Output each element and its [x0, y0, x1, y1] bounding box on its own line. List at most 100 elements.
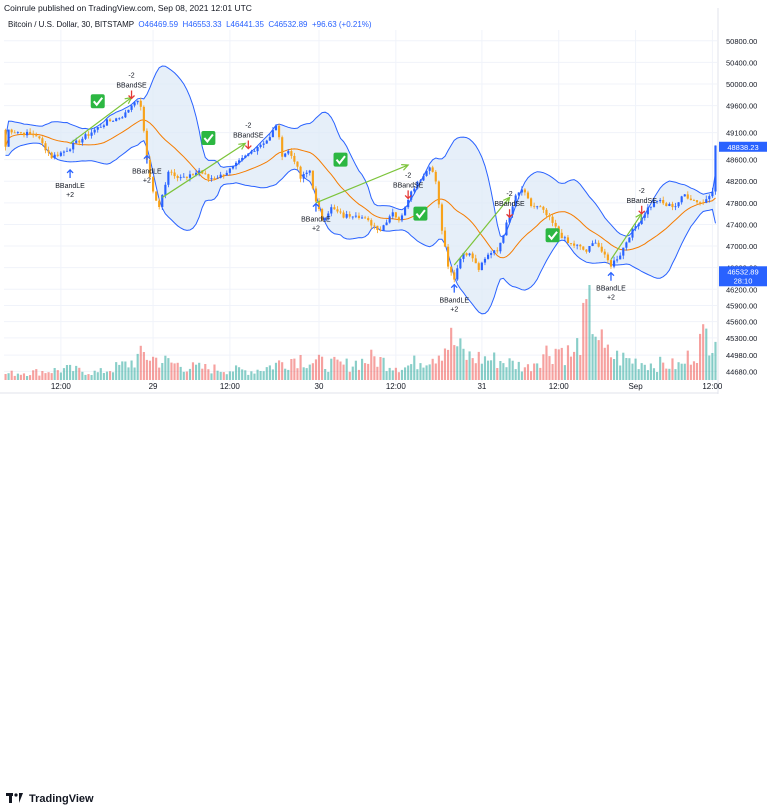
candle-body — [591, 243, 594, 246]
volume-bar — [609, 357, 613, 380]
volume-bar — [81, 371, 84, 380]
volume-bar — [10, 370, 13, 380]
sell-signal: -2 BBandSE — [494, 191, 525, 219]
candle-body — [271, 130, 274, 138]
volume-bar — [90, 375, 93, 380]
volume-bar — [585, 299, 588, 380]
candle-body — [702, 202, 705, 204]
volume-bar — [437, 355, 440, 380]
candle-body — [41, 138, 44, 144]
lower-band-line — [5, 140, 716, 315]
candle-body — [382, 225, 385, 231]
candle-body — [59, 152, 62, 156]
volume-bar — [127, 367, 130, 380]
volume-bar — [656, 372, 659, 380]
volume-bar — [668, 368, 671, 380]
sell-signal: -2 BBandSE — [233, 123, 264, 150]
volume-bar — [677, 362, 680, 380]
volume-bar — [78, 367, 81, 380]
candle-body — [228, 168, 231, 173]
volume-bar — [265, 367, 268, 380]
signal-qty: -2 — [128, 72, 134, 79]
signals: BBandLE +2 -2 BBandSE BBandLE +2 -2 BBandSE BBan… — [55, 72, 657, 313]
candle-body — [311, 170, 314, 189]
volume-bar — [431, 358, 434, 380]
candle-body — [105, 119, 109, 126]
volume-bar — [490, 360, 493, 380]
candle-body — [662, 200, 665, 204]
candle-body — [689, 198, 692, 200]
candle-body — [32, 133, 35, 136]
candle-body — [400, 215, 404, 221]
volume-bar — [665, 368, 668, 380]
volume-bar — [462, 348, 465, 380]
signal-qty: +2 — [450, 307, 458, 314]
volume-bar — [342, 364, 345, 380]
volume-bar — [514, 369, 517, 380]
candle-body — [397, 217, 400, 221]
volume-bar — [152, 356, 155, 380]
volume-bar — [523, 367, 526, 380]
candle-body — [317, 201, 321, 209]
candle-body — [336, 209, 339, 212]
candle-body — [554, 222, 557, 227]
volume-bar — [84, 374, 87, 380]
candle-body — [250, 151, 253, 154]
candle-body — [84, 134, 87, 139]
candle-body — [508, 214, 511, 223]
candle-body — [130, 105, 133, 110]
volume-bar — [625, 358, 628, 380]
candle-body — [440, 204, 444, 231]
volume-bar — [133, 367, 136, 380]
price-tick-label: 48200.00 — [726, 177, 757, 186]
volume-bar — [606, 344, 609, 380]
candle-body — [370, 220, 373, 226]
candle-body — [284, 153, 287, 157]
candle-body — [158, 200, 161, 207]
volume-bar — [16, 373, 19, 380]
volume-bar — [278, 360, 281, 380]
candle-body — [216, 177, 219, 179]
candle-body — [72, 142, 75, 150]
candle-body — [170, 171, 173, 173]
volume-bar — [382, 357, 385, 380]
candle-body — [139, 100, 142, 107]
volume-bar — [228, 371, 231, 380]
candle-body — [213, 178, 216, 179]
volume-bar — [487, 360, 490, 380]
volume-bar — [683, 363, 686, 380]
candle-body — [643, 214, 646, 218]
candle-body — [569, 243, 573, 244]
candle-body — [582, 246, 585, 250]
volume-bar — [241, 369, 244, 380]
candle-body — [179, 177, 182, 179]
volume-bar — [480, 363, 483, 380]
sell-signal: -2 BBandSE — [627, 188, 657, 215]
volume-bar — [477, 351, 480, 380]
volume-bar — [56, 370, 59, 380]
candle-body — [290, 151, 293, 156]
volume-bar — [419, 363, 422, 380]
candle-body — [431, 167, 434, 172]
candle-body — [56, 154, 59, 156]
candle-body — [566, 237, 570, 243]
candle-body — [35, 135, 38, 137]
volume-bar — [333, 356, 336, 380]
buy-arrow-icon — [66, 169, 74, 178]
tradingview-logo[interactable]: TradingView — [6, 793, 94, 805]
candle-body — [265, 140, 268, 144]
price-chart[interactable]: BBandLE +2 -2 BBandSE BBandLE +2 -2 BBandSE BBan… — [0, 0, 768, 414]
volume-bar — [517, 361, 520, 380]
volume-bar — [47, 372, 50, 380]
symbol-name: Bitcoin / U.S. Dollar, 30, BITSTAMP — [8, 20, 134, 29]
candle-body — [683, 194, 686, 197]
candle-body — [695, 200, 699, 203]
candle-body — [526, 192, 530, 199]
price-tick-label: 47800.00 — [726, 199, 757, 208]
candle-body — [238, 160, 241, 163]
volume-bar — [351, 366, 354, 380]
candle-body — [29, 131, 32, 134]
candle-body — [7, 129, 10, 147]
price-change: +96.63 (+0.21%) — [311, 20, 372, 29]
volume-bar — [244, 370, 247, 380]
